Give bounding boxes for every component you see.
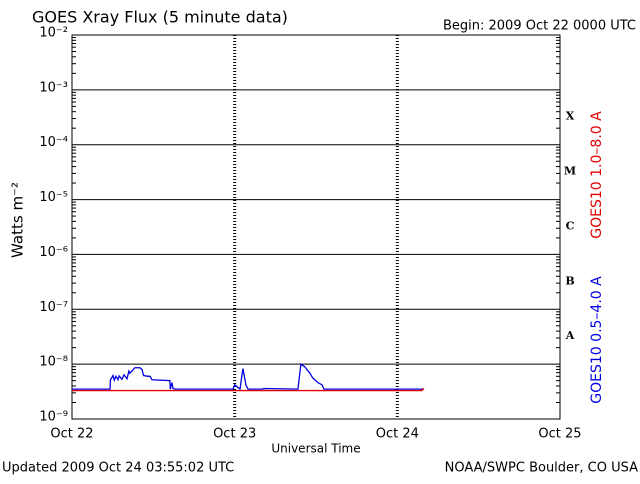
y-tick-label: 10⁻⁷ <box>39 300 68 315</box>
x-tick-label: Oct 25 <box>538 427 581 442</box>
legend-label: GOES10 0.5–4.0 A <box>589 276 605 404</box>
flare-class-label: M <box>564 165 576 178</box>
y-tick-label: 10⁻² <box>39 26 68 41</box>
x-tick-label: Oct 22 <box>50 427 93 442</box>
footer-left: Updated 2009 Oct 24 03:55:02 UTC <box>2 461 234 476</box>
flare-class-label: A <box>565 329 575 342</box>
flare-class-label: C <box>566 219 575 232</box>
x-tick-label: Oct 24 <box>376 427 419 442</box>
flare-class-label: B <box>565 274 574 287</box>
y-tick-label: 10⁻⁹ <box>39 410 68 425</box>
y-tick-label: 10⁻⁸ <box>39 355 68 370</box>
plot-frame <box>71 34 561 420</box>
y-tick-label: 10⁻⁴ <box>39 135 68 150</box>
flare-class-label: X <box>566 110 575 123</box>
x-axis-label: Universal Time <box>271 442 360 456</box>
y-tick-label: 10⁻³ <box>39 80 68 95</box>
y-tick-label: 10⁻⁵ <box>39 190 68 205</box>
footer-right: NOAA/SWPC Boulder, CO USA <box>445 461 638 476</box>
y-tick-label: 10⁻⁶ <box>39 245 68 260</box>
x-tick-label: Oct 23 <box>213 427 256 442</box>
chart-title: GOES Xray Flux (5 minute data) <box>32 8 288 27</box>
y-axis-label: Watts m⁻² <box>9 182 27 258</box>
series-line <box>72 363 425 391</box>
series-line <box>72 387 425 392</box>
legend-label: GOES10 1.0–8.0 A <box>589 111 605 239</box>
chart-subtitle: Begin: 2009 Oct 22 0000 UTC <box>443 19 636 34</box>
